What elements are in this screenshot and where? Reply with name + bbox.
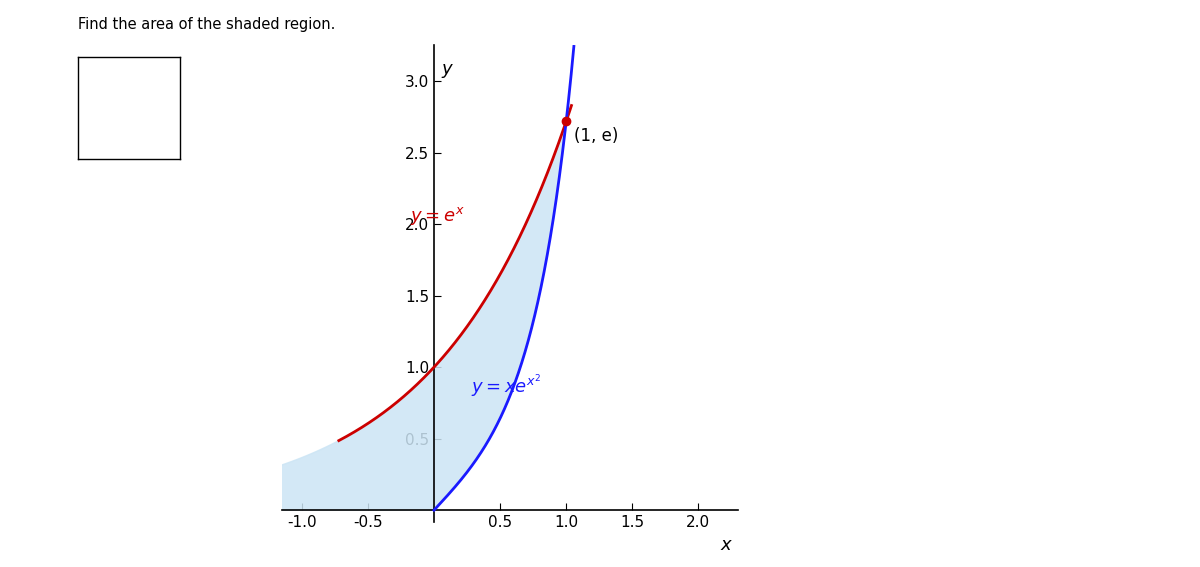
Text: $y = xe^{x^2}$: $y = xe^{x^2}$ — [472, 372, 541, 400]
Text: (1, e): (1, e) — [574, 127, 618, 145]
Text: $y = e^x$: $y = e^x$ — [410, 205, 464, 227]
Text: y: y — [442, 60, 452, 78]
Text: x: x — [721, 536, 731, 554]
Text: Find the area of the shaded region.: Find the area of the shaded region. — [78, 17, 335, 32]
